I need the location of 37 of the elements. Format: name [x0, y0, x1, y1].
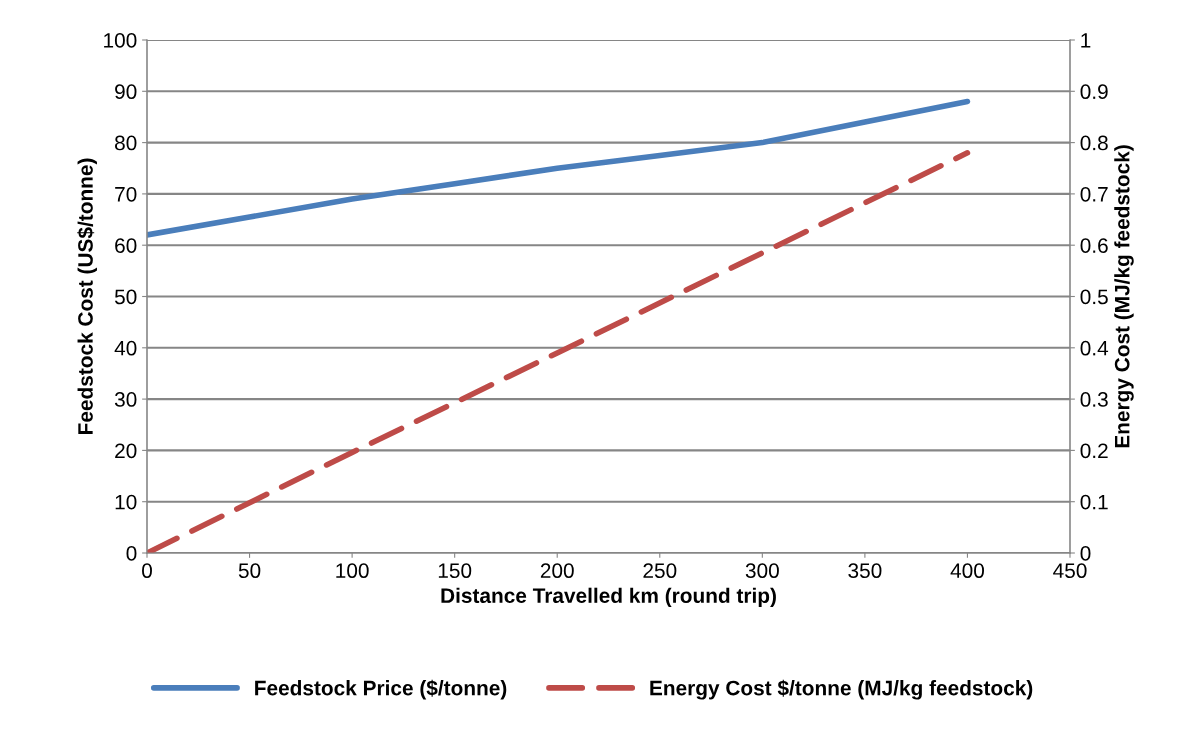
- y-tick-label: 50: [114, 289, 137, 305]
- y-tick-label: 10: [115, 494, 137, 510]
- y-tick-label: 100: [104, 33, 137, 48]
- y2-tick-label: 0.1: [1080, 494, 1108, 510]
- x-tick-label: 350: [848, 563, 882, 579]
- x-tick-label: 50: [238, 563, 261, 579]
- y2-tick-label: 0.6: [1080, 238, 1108, 253]
- y-tick-label: 60: [115, 238, 137, 253]
- x-tick-label: 400: [950, 563, 985, 579]
- y2-tick-label: 0.3: [1080, 392, 1108, 407]
- legend-label: Feedstock Price ($/tonne): [255, 679, 507, 700]
- x-tick-label: 300: [745, 563, 779, 579]
- y2-tick-label: 0.2: [1080, 443, 1108, 459]
- y2-tick-label: 0.4: [1080, 340, 1109, 356]
- x-tick-label: 200: [540, 563, 574, 579]
- x-tick-label: 250: [643, 563, 677, 579]
- y2-tick-label: 0: [1080, 546, 1091, 561]
- y-axis-title: Feedstock Cost (US$/tonne): [77, 158, 97, 434]
- x-axis-title: Distance Travelled km (round trip): [441, 587, 776, 608]
- y-tick-label: 70: [115, 186, 137, 202]
- y2-tick-label: 0.7: [1080, 186, 1108, 202]
- y2-tick-label: 0.9: [1080, 84, 1108, 100]
- y-tick-label: 40: [114, 340, 137, 356]
- y-tick-label: 80: [115, 135, 137, 151]
- y2-tick-label: 0.8: [1080, 135, 1108, 151]
- legend-label: Energy Cost $/tonne (MJ/kg feedstock): [650, 679, 1033, 700]
- x-tick-label: 450: [1053, 563, 1087, 579]
- x-tick-label: 0: [142, 563, 152, 579]
- y-tick-label: 20: [115, 443, 137, 459]
- y-tick-label: 30: [114, 392, 137, 407]
- y-tick-label: 0: [126, 546, 137, 561]
- y2-axis-title: Energy Cost (MJ/kg feedstock): [1114, 145, 1134, 448]
- y-tick-label: 90: [115, 84, 137, 100]
- x-tick-label: 150: [438, 563, 472, 579]
- y2-tick-label: 0.5: [1080, 289, 1108, 305]
- x-tick-label: 100: [336, 563, 369, 579]
- y2-tick-label: 1: [1081, 33, 1091, 48]
